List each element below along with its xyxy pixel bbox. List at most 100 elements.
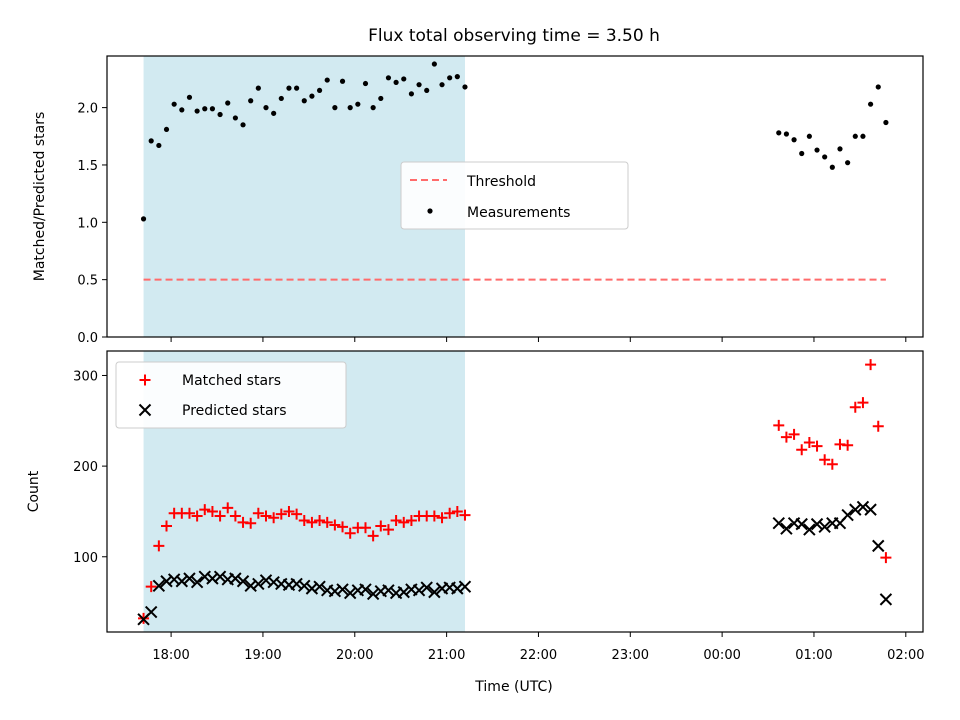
predicted-star-point <box>780 522 793 535</box>
predicted-star-point <box>152 579 166 592</box>
legend-measurements-swatch <box>427 208 433 214</box>
count-y-tick-label: 100 <box>73 551 98 566</box>
predicted-star-point <box>366 587 380 601</box>
predicted-star-point <box>206 572 219 585</box>
matched-star-point <box>222 502 234 514</box>
matched-star-point <box>367 530 379 542</box>
measurement-point <box>324 77 330 83</box>
matched-star-point <box>344 527 356 539</box>
measurement-point <box>378 95 384 102</box>
predicted-star-point <box>190 575 204 589</box>
measurement-point <box>225 100 231 106</box>
x-tick-label: 22:00 <box>520 648 557 663</box>
predicted-star-point <box>818 520 831 534</box>
predicted-star-point <box>290 577 303 591</box>
measurement-point <box>867 101 874 107</box>
measurement-point <box>232 115 238 121</box>
predicted-star-point <box>428 585 441 599</box>
measurement-point <box>431 61 437 67</box>
measurement-point <box>814 147 820 153</box>
ratio-axes-frame <box>106 55 924 338</box>
measurement-point <box>883 119 889 126</box>
predicted-star-point <box>872 539 885 553</box>
matched-star-point <box>291 508 303 520</box>
matched-star-point <box>459 509 471 521</box>
chart-title: Flux total observing time = 3.50 h <box>368 26 660 46</box>
predicted-star-point <box>167 573 181 586</box>
measurement-point <box>278 95 284 102</box>
matched-star-point <box>842 439 854 451</box>
count-y-axis-label: Count <box>26 470 42 512</box>
measurement-point <box>171 101 177 107</box>
predicted-star-point <box>259 574 273 587</box>
matched-star-point <box>229 510 241 522</box>
matched-star-point <box>268 512 280 524</box>
predicted-star-point <box>849 503 862 516</box>
matched-star-point <box>161 520 173 532</box>
measurement-point <box>339 78 346 84</box>
matched-star-point <box>788 428 800 440</box>
matched-star-point <box>780 431 792 443</box>
x-tick-label: 19:00 <box>244 648 281 663</box>
predicted-star-point <box>397 585 410 599</box>
measurement-point <box>776 130 782 136</box>
measurement-point <box>462 84 468 90</box>
predicted-star-point <box>198 570 211 583</box>
measurement-point <box>309 93 315 99</box>
measurement-point <box>454 74 460 80</box>
measurement-point <box>401 76 407 82</box>
predicted-star-point <box>313 580 326 593</box>
measurement-point <box>294 85 300 91</box>
measurement-point <box>240 122 246 128</box>
matched-star-point <box>191 510 203 522</box>
predicted-star-point <box>382 584 395 597</box>
measurement-point <box>416 82 422 88</box>
predicted-star-point <box>856 500 870 514</box>
matched-star-point <box>390 515 402 527</box>
legend-box <box>115 361 347 429</box>
matched-star-point <box>375 520 387 532</box>
measurement-point <box>385 75 392 81</box>
measurement-point <box>179 107 185 113</box>
predicted-star-point <box>244 579 257 592</box>
count-panel: 100 200 300 18:00 19:00 20:00 21:00 22:00 23:00 0… <box>26 350 925 663</box>
predicted-star-point <box>343 586 357 600</box>
predicted-star-point <box>267 575 280 589</box>
predicted-star-point <box>213 570 227 583</box>
measurement-point <box>355 101 361 107</box>
legend-predicted-swatch <box>138 403 152 417</box>
measurement-point <box>783 131 790 137</box>
matched-star-point <box>337 521 349 533</box>
predicted-star-point <box>236 575 250 588</box>
predicted-star-point <box>336 583 349 596</box>
matched-star-point <box>826 458 838 470</box>
measurement-point <box>263 105 269 111</box>
matched-star-point <box>359 522 371 534</box>
predicted-star-point <box>359 583 372 596</box>
measurement-point <box>362 80 369 87</box>
matched-star-point <box>199 504 211 516</box>
matched-star-point <box>183 507 195 519</box>
predicted-star-point <box>451 582 464 595</box>
predicted-star-point <box>864 503 877 516</box>
measurement-point <box>202 106 208 112</box>
measurement-point <box>209 106 216 112</box>
predicted-star-point <box>420 581 433 594</box>
matched-star-point <box>321 516 333 528</box>
ratio-panel: 0.0 0.5 1.0 1.5 2.0 Matched/Predicted stars Th… <box>32 55 924 346</box>
predicted-star-point <box>879 593 893 606</box>
matched-star-point <box>314 515 326 527</box>
x-tick-label: 21:00 <box>428 648 465 663</box>
x-tick-label: 18:00 <box>152 648 189 663</box>
measurement-point <box>447 75 453 81</box>
matched-star-point <box>298 515 310 527</box>
legend-measurements-label: Measurements <box>467 205 570 221</box>
measurement-point <box>301 98 307 104</box>
matched-star-point <box>145 581 157 593</box>
measurement-point <box>424 87 430 94</box>
predicted-star-point <box>328 585 342 598</box>
measurement-point <box>806 133 812 139</box>
predicted-star-point <box>795 517 808 531</box>
measurement-point <box>875 84 881 90</box>
predicted-star-point <box>183 572 196 585</box>
